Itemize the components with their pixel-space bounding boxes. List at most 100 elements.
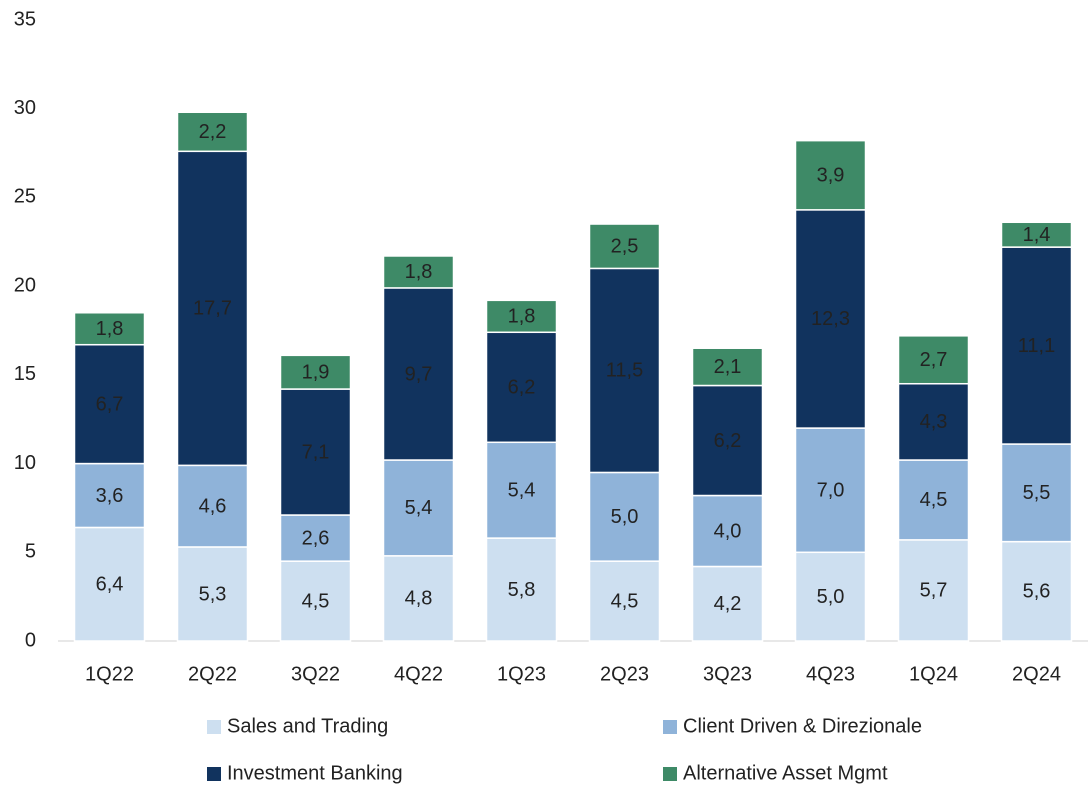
data-label: 4,8	[405, 588, 433, 610]
data-label: 5,7	[920, 580, 948, 602]
data-label: 5,8	[508, 579, 536, 601]
x-tick-label: 3Q23	[703, 663, 752, 685]
bar-segment	[176, 546, 249, 642]
data-label: 6,4	[96, 574, 124, 596]
data-label: 5,6	[1023, 581, 1051, 603]
x-tick-label: 1Q23	[497, 663, 546, 685]
bar-segment	[382, 555, 455, 642]
legend-label: Investment Banking	[227, 762, 403, 784]
legend-swatch	[207, 720, 221, 734]
y-tick-label: 20	[14, 274, 36, 296]
bar-segment	[794, 209, 867, 429]
data-label: 12,3	[811, 308, 850, 330]
bar-segment	[1000, 246, 1073, 445]
data-label: 4,6	[199, 495, 227, 517]
data-label: 3,9	[817, 165, 845, 187]
data-label: 7,0	[817, 479, 845, 501]
bar-segment	[588, 223, 661, 270]
x-tick-label: 2Q24	[1012, 663, 1061, 685]
data-label: 6,2	[714, 430, 742, 452]
data-label: 6,2	[508, 377, 536, 399]
data-label: 2,6	[302, 527, 330, 549]
y-tick-label: 15	[14, 363, 36, 385]
legend-swatch	[207, 767, 221, 781]
data-label: 1,8	[96, 318, 124, 340]
bar-segment	[485, 299, 558, 334]
x-tick-label: 3Q22	[291, 663, 340, 685]
data-label: 2,7	[920, 349, 948, 371]
bar-segment	[691, 494, 764, 568]
bar-segment	[485, 537, 558, 642]
data-label: 2,2	[199, 121, 227, 143]
data-label: 11,5	[606, 360, 643, 382]
data-label: 4,5	[920, 489, 948, 511]
y-tick-label: 10	[14, 452, 36, 474]
x-tick-label: 2Q23	[600, 663, 649, 685]
bar-segment	[279, 514, 352, 562]
data-label: 2,1	[714, 356, 742, 378]
bar-segment	[176, 464, 249, 548]
data-label: 6,7	[96, 393, 124, 415]
data-label: 5,0	[611, 506, 639, 528]
bar-segment	[1000, 221, 1073, 248]
data-label: 1,4	[1023, 224, 1051, 246]
data-label: 5,4	[508, 479, 536, 501]
bar-segment	[897, 335, 970, 385]
data-label: 4,0	[714, 520, 742, 542]
x-tick-label: 2Q22	[188, 663, 237, 685]
bar-segment	[176, 111, 249, 153]
bar-segment	[794, 551, 867, 642]
bar-segment	[794, 427, 867, 554]
legend-swatch	[663, 767, 677, 781]
bar-segment	[588, 560, 661, 642]
bar-segment	[279, 560, 352, 642]
data-label: 1,8	[405, 261, 433, 283]
bar-segment	[382, 287, 455, 461]
x-tick-label: 1Q24	[909, 663, 958, 685]
data-label: 5,3	[199, 583, 227, 605]
bar-segment	[279, 354, 352, 390]
y-tick-label: 5	[25, 541, 36, 563]
data-label: 17,7	[193, 298, 232, 320]
legend-label: Client Driven & Direzionale	[683, 715, 922, 737]
legend-swatch	[663, 720, 677, 734]
data-label: 1,8	[508, 306, 536, 328]
bar-segment	[897, 382, 970, 461]
legend-label: Sales and Trading	[227, 715, 388, 737]
y-tick-label: 35	[14, 8, 36, 30]
data-label: 3,6	[96, 485, 124, 507]
data-label: 4,3	[920, 411, 948, 433]
y-tick-label: 30	[14, 97, 36, 119]
bar-segment	[1000, 443, 1073, 543]
y-tick-label: 0	[25, 629, 36, 651]
data-label: 2,5	[611, 236, 639, 258]
data-label: 11,1	[1018, 335, 1055, 357]
bar-segment	[382, 459, 455, 557]
bar-segment	[588, 471, 661, 562]
bar-segment	[485, 441, 558, 539]
bar-segment	[279, 388, 352, 516]
bar-segment	[794, 139, 867, 211]
data-label: 4,2	[714, 593, 742, 615]
bar-segment	[588, 267, 661, 474]
y-tick-label: 25	[14, 186, 36, 208]
data-label: 5,5	[1023, 482, 1051, 504]
bar-segment	[691, 347, 764, 387]
bar-segment	[176, 150, 249, 467]
bar-segment	[485, 331, 558, 444]
data-label: 4,5	[302, 590, 330, 612]
bar-segment	[73, 462, 146, 529]
data-label: 1,9	[302, 361, 330, 383]
data-label: 7,1	[302, 441, 330, 463]
data-label: 5,4	[405, 497, 433, 519]
x-tick-label: 4Q22	[394, 663, 443, 685]
bar-segment	[73, 526, 146, 642]
x-tick-label: 1Q22	[85, 663, 134, 685]
bar-segment	[73, 312, 146, 346]
legend-label: Alternative Asset Mgmt	[683, 762, 888, 784]
x-tick-label: 4Q23	[806, 663, 855, 685]
data-label: 5,0	[817, 586, 845, 608]
data-label: 4,5	[611, 590, 639, 612]
data-label: 9,7	[405, 363, 433, 385]
